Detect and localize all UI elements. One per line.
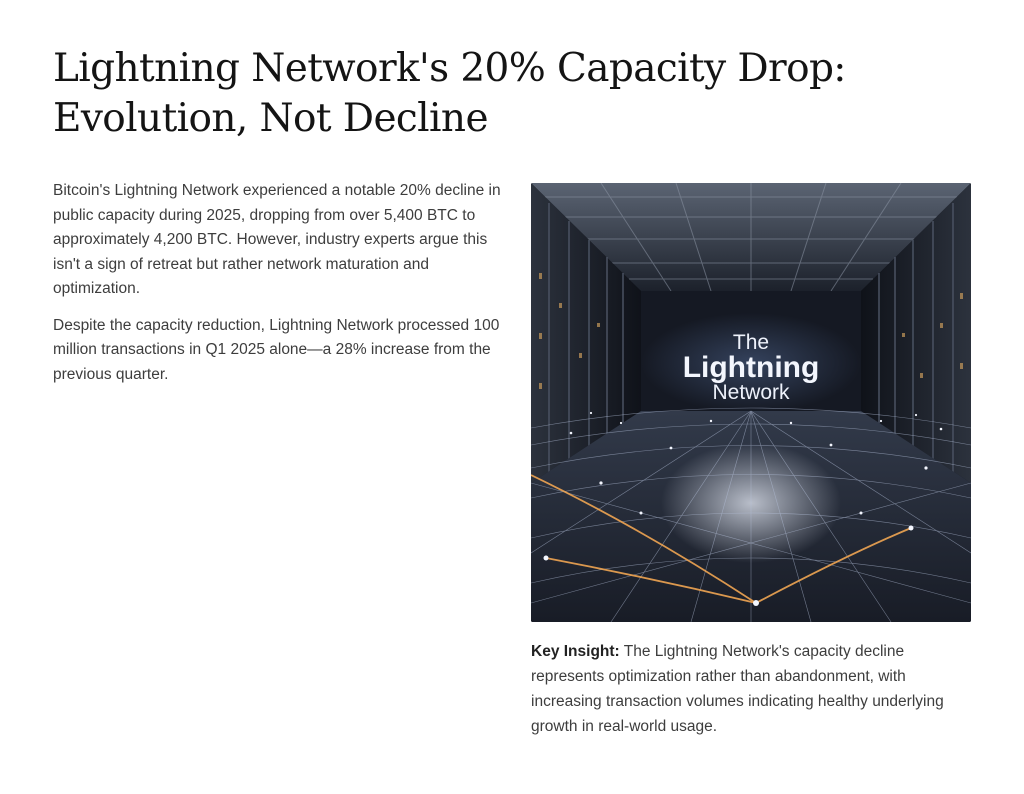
image-text-lightning: Lightning bbox=[683, 351, 820, 384]
title-line-1: Lightning Network's 20% Capacity Drop: bbox=[53, 46, 846, 91]
paragraph-2: Despite the capacity reduction, Lightnin… bbox=[53, 316, 500, 383]
key-insight-label: Key Insight: bbox=[531, 643, 620, 660]
article-title: Lightning Network's 20% Capacity Drop: E… bbox=[53, 44, 953, 144]
paragraph-1: Bitcoin's Lightning Network experienced … bbox=[53, 182, 501, 297]
key-insight-text: The Lightning Network's capacity decline… bbox=[531, 643, 944, 735]
article-body: Bitcoin's Lightning Network experienced … bbox=[53, 179, 501, 399]
image-text-the: The bbox=[733, 331, 769, 354]
data-center-illustration: The Lightning Network bbox=[531, 183, 971, 622]
key-insight: Key Insight: The Lightning Network's cap… bbox=[531, 639, 971, 739]
hero-image: The Lightning Network bbox=[531, 183, 971, 622]
image-text-network: Network bbox=[712, 381, 790, 404]
title-line-2: Evolution, Not Decline bbox=[53, 96, 489, 141]
